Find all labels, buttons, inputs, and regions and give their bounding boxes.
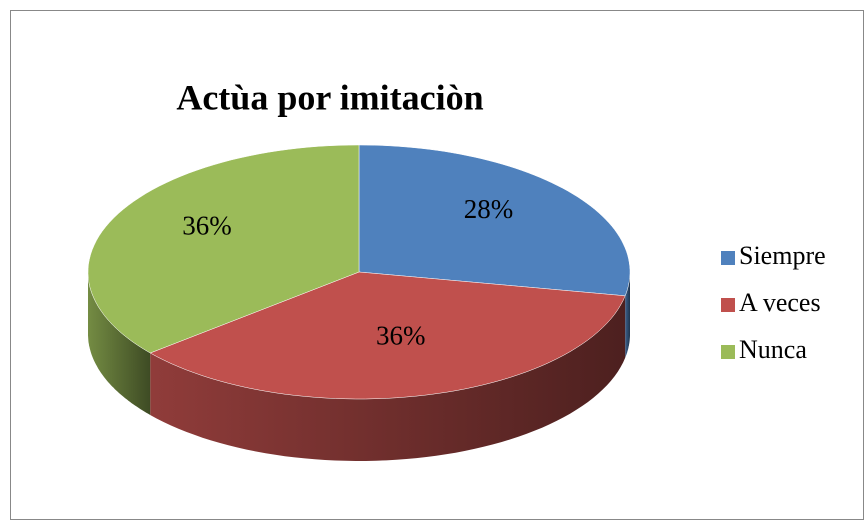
pie-side [625, 272, 630, 358]
pie-side [88, 272, 151, 415]
data-label: 36% [182, 211, 232, 241]
pie-slice [87, 144, 360, 354]
legend-label: Nunca [739, 335, 807, 364]
legend-swatch [721, 345, 735, 359]
pie-slice [149, 271, 626, 400]
pie-side [150, 295, 626, 461]
legend-label: Siempre [739, 241, 826, 270]
data-label: 28% [464, 194, 514, 224]
legend-label: A veces [739, 288, 821, 317]
data-label: 36% [376, 320, 426, 350]
legend-swatch [721, 251, 735, 265]
chart-title: Actùa por imitaciòn [176, 77, 483, 117]
legend-swatch [721, 298, 735, 312]
pie-slice [358, 144, 631, 297]
